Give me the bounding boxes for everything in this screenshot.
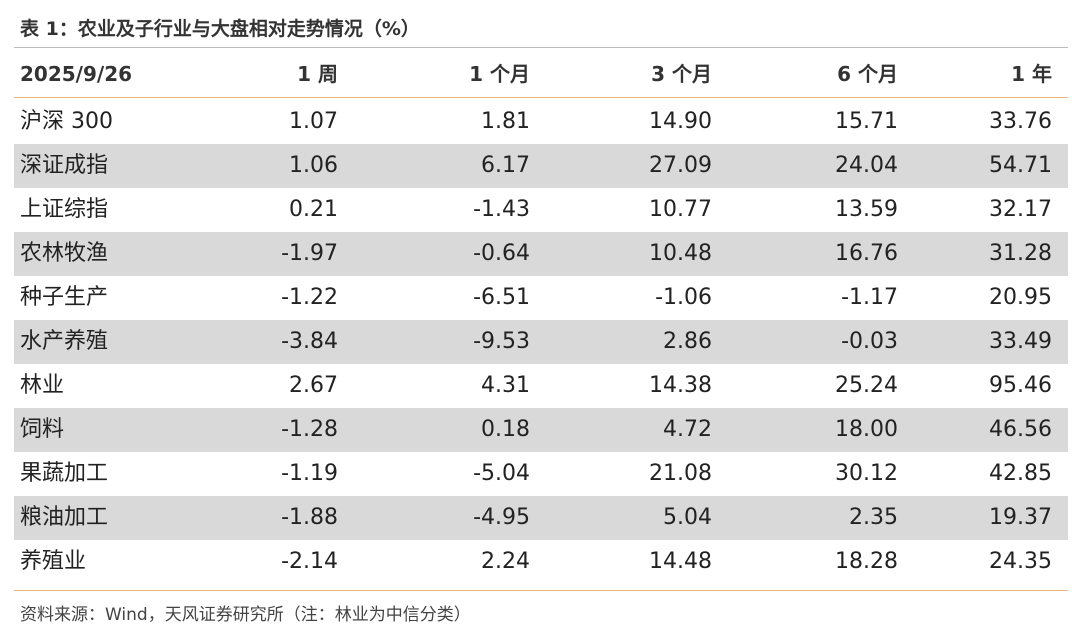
row-label: 林业	[20, 373, 65, 398]
cell-value: -1.17	[841, 285, 898, 310]
cell-value: 95.46	[989, 373, 1052, 398]
cell-value: 16.76	[835, 241, 898, 266]
data-row: 农林牧渔 -1.97 -0.64 10.48 16.76 31.28	[14, 232, 1068, 276]
cell-value: -1.43	[473, 197, 530, 222]
cell-value: 2.67	[289, 373, 338, 398]
cell-value: -9.53	[473, 329, 530, 354]
cell-value: -1.97	[281, 241, 338, 266]
cell-value: 33.76	[989, 109, 1052, 134]
data-row: 林业 2.67 4.31 14.38 25.24 95.46	[14, 364, 1068, 408]
cell-value: 14.38	[649, 373, 712, 398]
row-label: 种子生产	[20, 285, 109, 310]
data-row: 果蔬加工 -1.19 -5.04 21.08 30.12 42.85	[14, 452, 1068, 496]
cell-value: -1.19	[281, 461, 338, 486]
cell-value: 33.49	[989, 329, 1052, 354]
cell-value: 1 个月	[469, 62, 530, 86]
cell-value: 1 周	[297, 62, 338, 86]
data-row: 水产养殖 -3.84 -9.53 2.86 -0.03 33.49	[14, 320, 1068, 364]
cell-value: -3.84	[281, 329, 338, 354]
cell-value: 10.77	[649, 197, 712, 222]
cell-value: -2.14	[281, 549, 338, 574]
cell-value: -1.88	[281, 505, 338, 530]
row-label: 果蔬加工	[20, 461, 109, 486]
cell-value: 32.17	[989, 197, 1052, 222]
cell-value: 5.04	[663, 505, 712, 530]
row-label: 饲料	[20, 417, 65, 442]
row-label: 水产养殖	[20, 329, 109, 354]
row-label: 2025/9/26	[20, 62, 133, 86]
row-label: 粮油加工	[20, 505, 109, 530]
header-row: 2025/9/26 1 周 1 个月 3 个月 6 个月 1 年	[14, 52, 1068, 96]
cell-value: 2.24	[481, 549, 530, 574]
cell-value: 18.28	[835, 549, 898, 574]
cell-value: -1.28	[281, 417, 338, 442]
data-row: 沪深 300 1.07 1.81 14.90 15.71 33.76	[14, 100, 1068, 144]
cell-value: 25.24	[835, 373, 898, 398]
row-label: 上证综指	[20, 197, 109, 222]
cell-value: 4.72	[663, 417, 712, 442]
cell-value: 54.71	[989, 153, 1052, 178]
cell-value: -0.64	[473, 241, 530, 266]
top-rule	[14, 47, 1068, 48]
cell-value: 1.07	[289, 109, 338, 134]
cell-value: 20.95	[989, 285, 1052, 310]
cell-value: 14.90	[649, 109, 712, 134]
bottom-rule	[14, 590, 1068, 591]
cell-value: -1.06	[655, 285, 712, 310]
row-label: 农林牧渔	[20, 241, 109, 266]
cell-value: 24.04	[835, 153, 898, 178]
cell-value: -6.51	[473, 285, 530, 310]
cell-value: -0.03	[841, 329, 898, 354]
cell-value: 14.48	[649, 549, 712, 574]
cell-value: 4.31	[481, 373, 530, 398]
data-row: 饲料 -1.28 0.18 4.72 18.00 46.56	[14, 408, 1068, 452]
cell-value: 13.59	[835, 197, 898, 222]
cell-value: 18.00	[835, 417, 898, 442]
cell-value: 1.81	[481, 109, 530, 134]
cell-value: 27.09	[649, 153, 712, 178]
cell-value: 3 个月	[651, 62, 712, 86]
row-label: 深证成指	[20, 153, 109, 178]
data-row: 养殖业 -2.14 2.24 14.48 18.28 24.35	[14, 540, 1068, 584]
data-row: 粮油加工 -1.88 -4.95 5.04 2.35 19.37	[14, 496, 1068, 540]
cell-value: 0.21	[289, 197, 338, 222]
cell-value: 31.28	[989, 241, 1052, 266]
cell-value: -5.04	[473, 461, 530, 486]
cell-value: 19.37	[989, 505, 1052, 530]
cell-value: -1.22	[281, 285, 338, 310]
cell-value: 1 年	[1011, 62, 1052, 86]
cell-value: 46.56	[989, 417, 1052, 442]
cell-value: 6 个月	[837, 62, 898, 86]
cell-value: 42.85	[989, 461, 1052, 486]
cell-value: 21.08	[649, 461, 712, 486]
header-rule	[14, 97, 1068, 98]
cell-value: 0.18	[481, 417, 530, 442]
data-row: 上证综指 0.21 -1.43 10.77 13.59 32.17	[14, 188, 1068, 232]
table-title: 表 1：农业及子行业与大盘相对走势情况（%）	[20, 18, 420, 40]
row-label: 沪深 300	[20, 109, 113, 134]
cell-value: 15.71	[835, 109, 898, 134]
cell-value: 10.48	[649, 241, 712, 266]
cell-value: -4.95	[473, 505, 530, 530]
source-note: 资料来源：Wind，天风证券研究所（注：林业为中信分类）	[20, 605, 471, 625]
cell-value: 24.35	[989, 549, 1052, 574]
cell-value: 6.17	[481, 153, 530, 178]
cell-value: 1.06	[289, 153, 338, 178]
cell-value: 30.12	[835, 461, 898, 486]
cell-value: 2.86	[663, 329, 712, 354]
data-row: 深证成指 1.06 6.17 27.09 24.04 54.71	[14, 144, 1068, 188]
data-row: 种子生产 -1.22 -6.51 -1.06 -1.17 20.95	[14, 276, 1068, 320]
row-label: 养殖业	[20, 549, 87, 574]
cell-value: 2.35	[849, 505, 898, 530]
